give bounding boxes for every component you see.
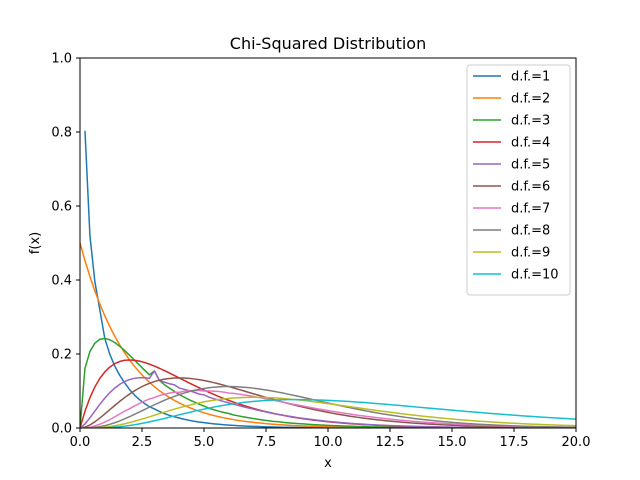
legend-label: d.f.=3 — [511, 114, 550, 129]
x-tick-label: 20.0 — [562, 435, 591, 450]
x-tick-label: 12.5 — [376, 435, 405, 450]
legend-label: d.f.=10 — [511, 268, 559, 283]
x-axis-label: x — [324, 456, 332, 471]
y-tick-label: 0.4 — [51, 274, 72, 289]
y-tick-label: 0.6 — [51, 200, 72, 215]
x-tick-label: 17.5 — [500, 435, 529, 450]
x-tick-label: 15.0 — [438, 435, 467, 450]
legend-label: d.f.=4 — [511, 136, 550, 151]
x-axis: 0.0 2.5 5.0 7.5 10.0 12.5 15.0 17.5 20.0 — [70, 428, 591, 450]
legend-label: d.f.=7 — [511, 202, 550, 217]
legend-label: d.f.=6 — [511, 180, 550, 195]
x-tick-label: 5.0 — [194, 435, 215, 450]
chart-title: Chi-Squared Distribution — [230, 34, 426, 53]
x-tick-label: 2.5 — [132, 435, 153, 450]
legend-label: d.f.=5 — [511, 158, 550, 173]
x-tick-label: 0.0 — [70, 435, 91, 450]
y-tick-label: 0.2 — [51, 348, 72, 363]
legend: d.f.=1 d.f.=2 d.f.=3 d.f.=4 d.f.=5 d.f.=6 d.f.… — [466, 64, 571, 296]
legend-label: d.f.=2 — [511, 92, 550, 107]
series-line-df-6 — [80, 377, 576, 428]
series-line-df-9 — [80, 396, 576, 428]
y-tick-label: 0.8 — [51, 126, 72, 141]
y-axis-label: f(x) — [28, 232, 43, 254]
x-tick-label: 7.5 — [256, 435, 277, 450]
series-line-df-10 — [80, 398, 576, 428]
y-axis: 0.0 0.2 0.4 0.6 0.8 1.0 — [51, 52, 80, 437]
legend-label: d.f.=9 — [511, 246, 550, 261]
y-tick-label: 0.0 — [51, 422, 72, 437]
legend-box — [466, 64, 571, 296]
x-tick-label: 10.0 — [314, 435, 343, 450]
y-tick-label: 1.0 — [51, 52, 72, 67]
legend-label: d.f.=8 — [511, 224, 550, 239]
legend-label: d.f.=1 — [511, 70, 550, 85]
